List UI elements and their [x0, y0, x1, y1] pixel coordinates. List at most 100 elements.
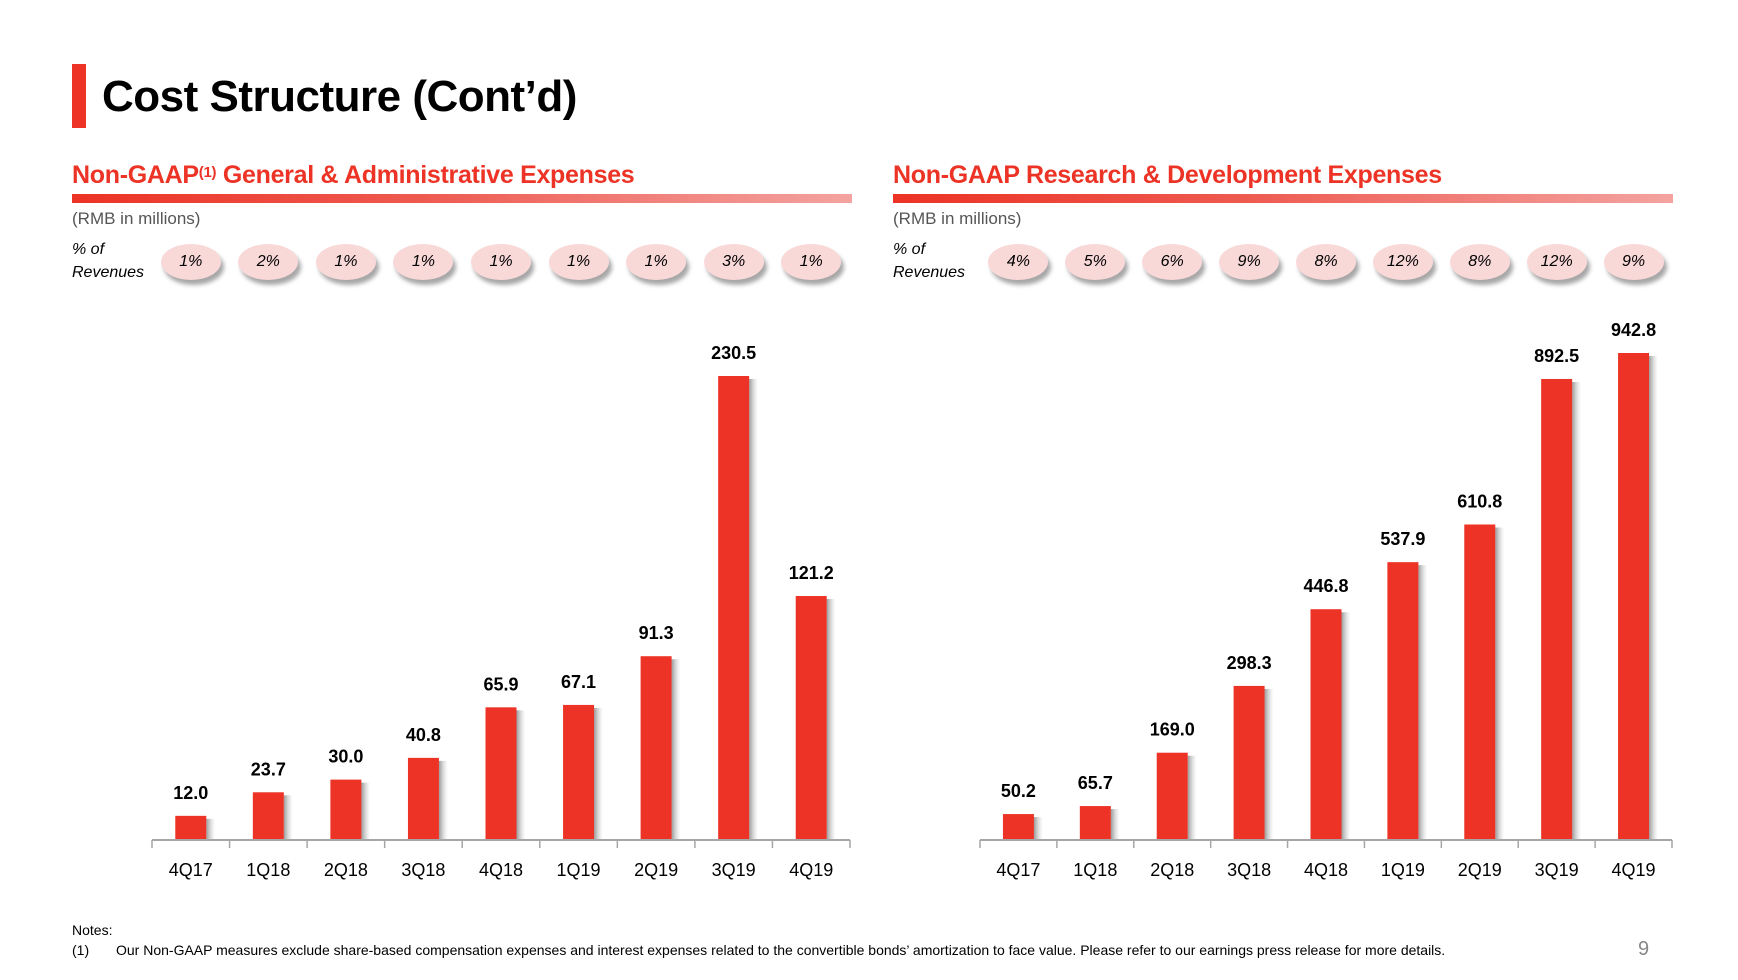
pct-revenue-pill: 9%: [1603, 244, 1664, 280]
note-marker: (1): [72, 942, 90, 958]
pct-revenues-row: % of Revenues 1% 2% 1% 1% 1% 1% 1% 3% 1%: [72, 238, 852, 288]
bar-shadow: [749, 379, 759, 840]
bar: [795, 596, 827, 840]
notes-heading: Notes:: [72, 922, 113, 938]
note-item: (1) Our Non-GAAP measures exclude share-…: [72, 940, 1445, 960]
bar: [1156, 752, 1188, 840]
bar: [407, 757, 439, 840]
x-tick-label: 1Q19: [1381, 860, 1425, 880]
data-label: 12.0: [173, 783, 208, 803]
pct-label-line1: % of: [72, 241, 105, 258]
data-label: 942.8: [1611, 320, 1656, 340]
pct-revenue-pill: 5%: [1065, 244, 1126, 280]
x-tick-label: 2Q19: [1458, 860, 1502, 880]
x-tick-label: 4Q17: [996, 860, 1040, 880]
data-label: 91.3: [639, 623, 674, 643]
bar-shadow: [283, 795, 293, 840]
title-accent-bar: [72, 64, 86, 128]
x-tick-label: 2Q18: [324, 860, 368, 880]
x-tick-label: 4Q17: [169, 860, 213, 880]
bar: [718, 376, 750, 840]
bar: [563, 704, 595, 840]
x-tick-label: 2Q18: [1150, 860, 1194, 880]
section-rule: [72, 194, 852, 203]
data-label: 230.5: [711, 343, 756, 363]
bar-shadow: [1110, 809, 1120, 840]
pct-revenue-pill: 1%: [548, 244, 609, 280]
unit-label: (RMB in millions): [72, 209, 201, 228]
x-tick-label: 1Q18: [1073, 860, 1117, 880]
pct-revenue-pill: 12%: [1526, 244, 1587, 280]
pct-revenue-pill: 1%: [315, 244, 376, 280]
bar-shadow: [206, 818, 216, 840]
x-tick-label: 3Q19: [712, 860, 756, 880]
page-number: 9: [1638, 938, 1650, 960]
x-tick-label: 4Q18: [1304, 860, 1348, 880]
x-tick-label: 2Q19: [634, 860, 678, 880]
x-tick-label: 1Q19: [557, 860, 601, 880]
bar: [1310, 609, 1342, 840]
bar: [1002, 814, 1034, 840]
bar-shadow: [1264, 688, 1274, 840]
pct-label-line2: Revenues: [72, 264, 145, 281]
pct-revenue-pill: 3%: [703, 244, 764, 280]
bar-shadow: [1572, 381, 1582, 840]
pct-revenue-pill: 1%: [471, 244, 531, 280]
bar-shadow: [826, 599, 836, 840]
data-label: 537.9: [1380, 529, 1425, 549]
pct-revenue-pill: 1%: [781, 244, 842, 280]
bar-shadow: [1495, 527, 1505, 840]
data-label: 298.3: [1227, 653, 1272, 673]
pct-revenue-pill: 1%: [393, 244, 454, 280]
pct-revenue-pill: 12%: [1372, 244, 1433, 280]
x-tick-label: 4Q19: [1612, 860, 1656, 880]
bar-shadow: [1187, 755, 1197, 840]
pct-label-line1: % of: [893, 241, 926, 258]
x-tick-label: 3Q18: [401, 860, 445, 880]
bar: [330, 779, 362, 840]
data-label: 23.7: [251, 759, 286, 779]
pct-revenue-pill: 6%: [1142, 244, 1203, 280]
section-title-text: Non-GAAP: [72, 161, 199, 189]
data-label: 67.1: [561, 672, 596, 692]
bar: [252, 792, 284, 840]
unit-label: (RMB in millions): [893, 209, 1022, 228]
panel-rd-expenses: Non-GAAP Research & Development Expenses…: [893, 160, 1673, 281]
x-tick-label: 4Q18: [479, 860, 523, 880]
pct-revenue-pill: 8%: [1449, 244, 1510, 280]
bar-shadow: [1033, 817, 1043, 840]
notes: Notes: (1) Our Non-GAAP measures exclude…: [72, 920, 1445, 960]
data-label: 65.9: [483, 674, 518, 694]
bar-shadow: [1649, 356, 1659, 840]
pct-revenues-label: % of Revenues: [72, 238, 144, 284]
data-label: 610.8: [1457, 491, 1502, 511]
data-label: 446.8: [1303, 576, 1348, 596]
data-label: 50.2: [1001, 781, 1036, 801]
footnote-marker: (1): [198, 164, 217, 181]
bar-shadow: [516, 710, 526, 840]
data-label: 65.7: [1078, 773, 1113, 793]
bar: [1618, 353, 1650, 840]
note-text: Our Non-GAAP measures exclude share-base…: [116, 942, 1446, 958]
data-label: 892.5: [1534, 346, 1579, 366]
bar-shadow: [438, 760, 448, 840]
bar-shadow: [594, 707, 604, 840]
section-title-rd: Non-GAAP Research & Development Expenses: [893, 160, 1673, 190]
bar: [485, 707, 517, 840]
x-tick-label: 4Q19: [789, 860, 833, 880]
bar: [1233, 685, 1265, 840]
bar: [1079, 806, 1111, 840]
pct-revenue-pill: 8%: [1296, 244, 1356, 280]
pct-revenue-pill: 1%: [626, 244, 687, 280]
pct-revenue-pill: 1%: [160, 244, 221, 280]
section-rule: [893, 194, 1673, 203]
pct-revenues-label: % of Revenues: [893, 238, 965, 284]
section-title-ga: Non-GAAP(1) General & Administrative Exp…: [72, 160, 852, 190]
bar-shadow: [361, 782, 371, 840]
data-label: 121.2: [789, 563, 834, 583]
x-tick-label: 3Q19: [1535, 860, 1579, 880]
pct-revenue-pill: 9%: [1219, 244, 1280, 280]
data-label: 30.0: [328, 747, 363, 767]
pct-revenue-pill: 4%: [988, 244, 1049, 280]
